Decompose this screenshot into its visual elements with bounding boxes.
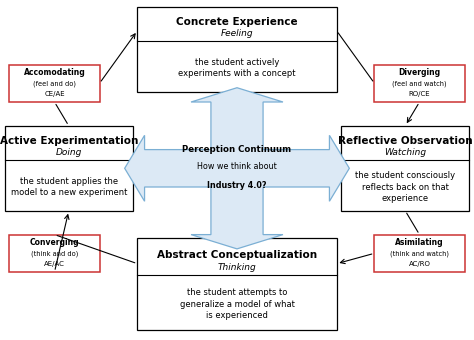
Text: How we think about: How we think about xyxy=(197,162,277,171)
Text: Concrete Experience: Concrete Experience xyxy=(176,17,298,27)
Text: Doing: Doing xyxy=(55,149,82,157)
FancyBboxPatch shape xyxy=(341,126,469,211)
Text: AC/RO: AC/RO xyxy=(409,261,430,267)
Text: the student consciously
reflects back on that
experience: the student consciously reflects back on… xyxy=(355,171,456,203)
Text: Active Experimentation: Active Experimentation xyxy=(0,136,138,146)
Text: Diverging: Diverging xyxy=(399,68,440,77)
Text: the student actively
experiments with a concept: the student actively experiments with a … xyxy=(178,57,296,79)
Text: CE/AE: CE/AE xyxy=(44,91,65,97)
Text: (feel and watch): (feel and watch) xyxy=(392,80,447,87)
Text: the student applies the
model to a new experiment: the student applies the model to a new e… xyxy=(10,176,127,198)
FancyBboxPatch shape xyxy=(9,235,100,272)
Text: Watching: Watching xyxy=(384,149,426,157)
Text: Feeling: Feeling xyxy=(221,30,253,38)
Text: Reflective Observation: Reflective Observation xyxy=(338,136,473,146)
Text: Converging: Converging xyxy=(30,238,79,247)
Text: AE/AC: AE/AC xyxy=(44,261,65,267)
Text: Thinking: Thinking xyxy=(218,263,256,272)
Text: (think and do): (think and do) xyxy=(31,250,78,257)
FancyBboxPatch shape xyxy=(374,65,465,102)
Text: Accomodating: Accomodating xyxy=(24,68,85,77)
Polygon shape xyxy=(125,88,349,249)
Text: Industry 4.0?: Industry 4.0? xyxy=(207,182,267,190)
Text: Perception Continuum: Perception Continuum xyxy=(182,145,292,154)
FancyBboxPatch shape xyxy=(137,7,337,92)
FancyBboxPatch shape xyxy=(137,238,337,330)
FancyBboxPatch shape xyxy=(374,235,465,272)
Text: RO/CE: RO/CE xyxy=(409,91,430,97)
Text: Asimilating: Asimilating xyxy=(395,238,444,247)
Text: the student attempts to
generalize a model of what
is experienced: the student attempts to generalize a mod… xyxy=(180,288,294,320)
FancyBboxPatch shape xyxy=(9,65,100,102)
Text: (feel and do): (feel and do) xyxy=(33,80,76,87)
FancyBboxPatch shape xyxy=(5,126,133,211)
Text: (think and watch): (think and watch) xyxy=(390,250,449,257)
Text: Abstract Conceptualization: Abstract Conceptualization xyxy=(157,250,317,259)
